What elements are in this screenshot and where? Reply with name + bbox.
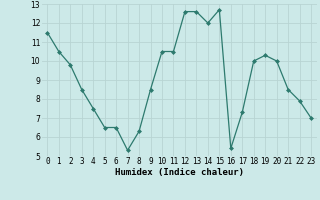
X-axis label: Humidex (Indice chaleur): Humidex (Indice chaleur) [115, 168, 244, 177]
